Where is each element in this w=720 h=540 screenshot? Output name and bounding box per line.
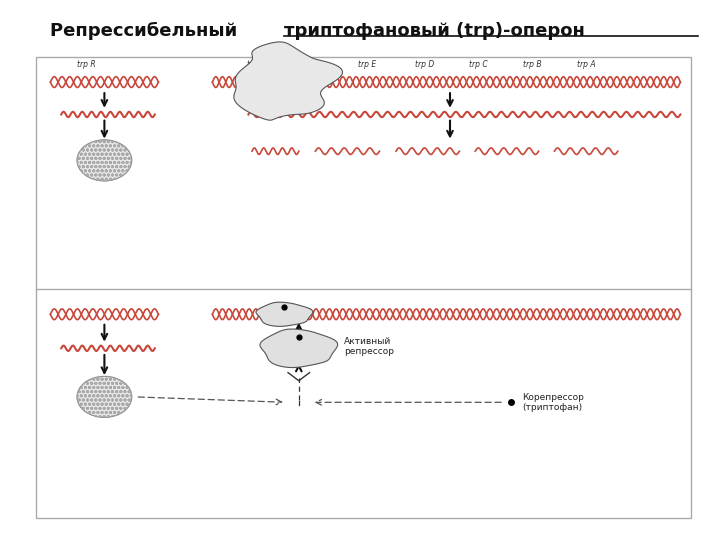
Text: Корепрессор
(триптофан): Корепрессор (триптофан) — [522, 393, 584, 412]
Text: trp R: trp R — [77, 60, 96, 69]
Text: trp A: trp A — [577, 60, 596, 69]
Polygon shape — [234, 42, 343, 120]
Text: trp C: trp C — [469, 60, 488, 69]
Polygon shape — [260, 329, 338, 368]
Text: trp O: trp O — [300, 60, 319, 69]
Text: trp P: trp P — [246, 60, 265, 69]
Polygon shape — [256, 302, 312, 326]
Text: триптофановый (trp)-оперон: триптофановый (trp)-оперон — [284, 22, 585, 39]
Text: Активный
репрессор: Активный репрессор — [344, 337, 394, 356]
FancyBboxPatch shape — [36, 57, 691, 518]
Circle shape — [77, 140, 132, 181]
Text: trp B: trp B — [523, 60, 542, 69]
Text: Репрессибельный: Репрессибельный — [50, 22, 250, 40]
Text: trp E: trp E — [358, 60, 377, 69]
Circle shape — [77, 376, 132, 417]
Text: trp D: trp D — [415, 60, 434, 69]
